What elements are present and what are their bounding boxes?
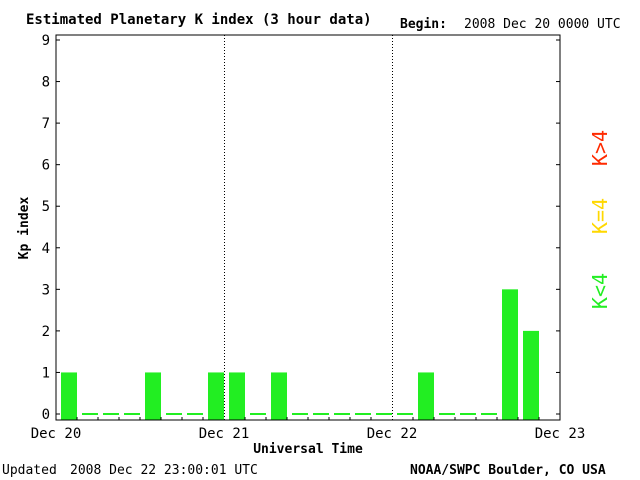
kp-bar [376, 413, 392, 415]
x-tick-label: Dec 20 [31, 426, 82, 442]
kp-bar [166, 413, 182, 415]
legend-item: K=4 [588, 198, 612, 234]
y-tick-label: 5 [42, 199, 50, 215]
y-tick-label: 6 [42, 158, 50, 174]
y-tick-label: 4 [42, 241, 50, 257]
y-axis-label: Kp index [17, 197, 32, 260]
x-axis-label: Universal Time [253, 442, 363, 457]
y-tick-label: 0 [42, 407, 50, 423]
updated-value: 2008 Dec 22 23:00:01 UTC [70, 463, 258, 478]
begin-value: 2008 Dec 20 0000 UTC [464, 17, 621, 32]
y-tick-label: 9 [42, 33, 50, 49]
chart-title: Estimated Planetary K index (3 hour data… [26, 12, 372, 28]
y-axis: 0 1 2 3 4 5 6 7 8 9 [42, 33, 560, 423]
kp-bar [397, 413, 413, 415]
kp-bar [481, 413, 497, 415]
kp-bar [145, 372, 161, 420]
kp-bar [103, 413, 119, 415]
x-tick-label: Dec 23 [535, 426, 586, 442]
kp-bar [418, 372, 434, 420]
legend-item: K<4 [588, 273, 612, 309]
y-tick-label: 8 [42, 75, 50, 91]
kp-bar [523, 330, 539, 420]
y-tick-label: 1 [42, 365, 50, 381]
kp-bar [187, 413, 203, 415]
begin-label: Begin: [400, 17, 447, 32]
y-tick-label: 3 [42, 282, 50, 298]
kp-bar [124, 413, 140, 415]
x-tick-label: Dec 22 [367, 426, 418, 442]
kp-bar [313, 413, 329, 415]
updated-label: Updated [2, 463, 57, 478]
x-axis: Dec 20 Dec 21 Dec 22 Dec 23 [31, 417, 586, 442]
x-tick-label: Dec 21 [199, 426, 250, 442]
source-credit: NOAA/SWPC Boulder, CO USA [410, 463, 606, 478]
day-separators [224, 35, 393, 420]
plot-frame [55, 34, 561, 421]
bar-series [61, 289, 539, 420]
kp-bar [208, 372, 224, 420]
kp-bar [334, 413, 350, 415]
kp-bar [355, 413, 371, 415]
kp-bar [229, 372, 245, 420]
kp-bar [250, 413, 266, 415]
kp-bar [502, 289, 518, 420]
kp-bar [439, 413, 455, 415]
y-tick-label: 7 [42, 116, 50, 132]
kp-bar [271, 372, 287, 420]
kp-bar [292, 413, 308, 415]
legend: K>4 K=4 K<4 [588, 130, 612, 309]
legend-item: K>4 [588, 130, 612, 166]
kp-bar [82, 413, 98, 415]
y-tick-label: 2 [42, 324, 50, 340]
kp-bar [460, 413, 476, 415]
kp-bar [61, 372, 77, 420]
